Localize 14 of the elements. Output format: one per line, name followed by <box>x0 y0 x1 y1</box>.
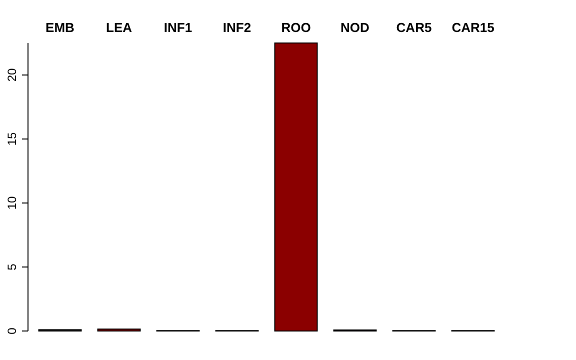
x-tick-label: LEA <box>106 20 133 35</box>
y-tick-label: 15 <box>5 132 19 146</box>
x-tick-label: INF1 <box>164 20 192 35</box>
x-tick-label: EMB <box>46 20 74 35</box>
x-tick-label: NOD <box>340 20 370 35</box>
x-tick-label: INF2 <box>222 20 252 35</box>
x-tick-label: CAR15 <box>452 20 494 35</box>
bar <box>274 42 318 332</box>
y-tick-label: 10 <box>5 196 19 210</box>
y-tick-label: 0 <box>5 327 19 334</box>
x-tick-label: ROO <box>281 20 311 35</box>
x-tick-label: CAR5 <box>396 20 432 35</box>
y-tick-label: 5 <box>5 263 19 270</box>
y-tick-label: 20 <box>5 68 19 82</box>
